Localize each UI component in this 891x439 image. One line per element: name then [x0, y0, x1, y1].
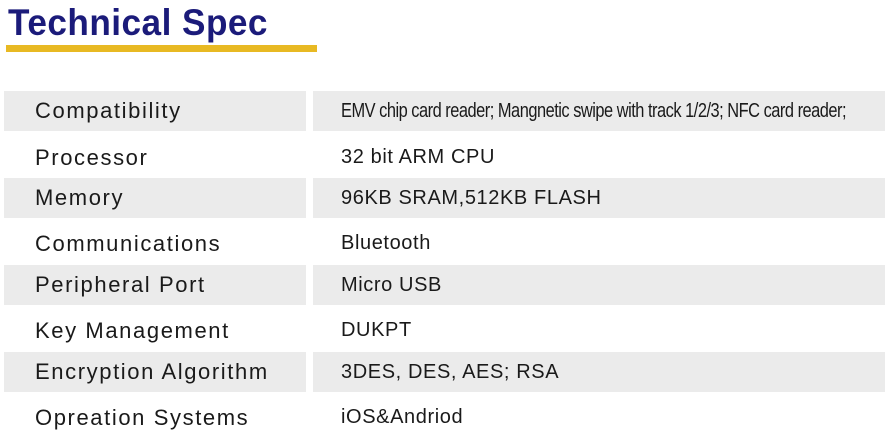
spec-label: Opreation Systems: [35, 404, 250, 430]
spec-row-operation-systems: Opreation Systems iOS&Andriod: [0, 396, 891, 439]
spec-value: 3DES, DES, AES; RSA: [313, 352, 885, 392]
spec-row-communications: Communications Bluetooth: [0, 222, 891, 265]
spec-value: 32 bit ARM CPU: [341, 146, 496, 168]
spec-value: 96KB SRAM,512KB FLASH: [313, 178, 885, 218]
spec-label: Key Management: [35, 317, 230, 343]
spec-row-processor: Processor 32 bit ARM CPU: [0, 136, 891, 179]
spec-row-encryption-algorithm: Encryption Algorithm 3DES, DES, AES; RSA: [0, 352, 891, 392]
spec-label: Encryption Algorithm: [4, 352, 306, 392]
spec-row-peripheral-port: Peripheral Port Micro USB: [0, 265, 891, 305]
spec-row-memory: Memory 96KB SRAM,512KB FLASH: [0, 178, 891, 218]
spec-row-compatibility: Compatibility EMV chip card reader; Mang…: [0, 91, 891, 131]
spec-value: EMV chip card reader; Mangnetic swipe wi…: [313, 91, 885, 131]
spec-value: DUKPT: [341, 319, 412, 341]
spec-label: Compatibility: [4, 91, 306, 131]
spec-row-key-management: Key Management DUKPT: [0, 309, 891, 352]
spec-label: Memory: [4, 178, 306, 218]
page-title: Technical Spec: [8, 2, 268, 43]
spec-label: Processor: [35, 144, 149, 170]
spec-label: Communications: [35, 230, 222, 256]
spec-label: Peripheral Port: [4, 265, 306, 305]
spec-value: Bluetooth: [341, 232, 431, 254]
spec-value: iOS&Andriod: [341, 406, 464, 428]
title-underline: [6, 45, 317, 52]
spec-value: Micro USB: [313, 265, 885, 305]
